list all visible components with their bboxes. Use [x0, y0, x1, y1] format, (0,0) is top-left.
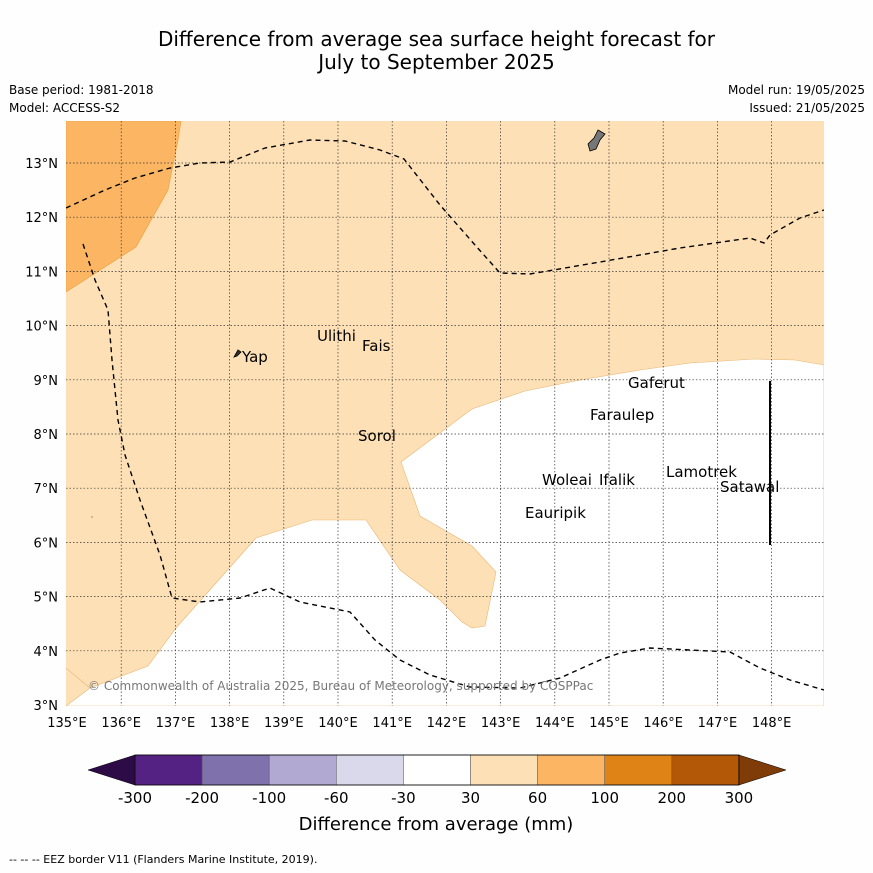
place-yap: Yap	[241, 348, 268, 366]
colorbar-segment	[671, 754, 740, 786]
colorbar-segment	[134, 754, 203, 786]
anomaly-region-neutral	[66, 358, 824, 706]
title-line-1: Difference from average sea surface heig…	[157, 27, 716, 51]
colorbar-segment	[604, 754, 673, 786]
eez-border-yap	[82, 243, 824, 691]
colorbar-tick-label: -60	[324, 789, 349, 807]
place-faraulep: Faraulep	[590, 406, 654, 424]
place-gaferut: Gaferut	[628, 374, 685, 392]
lat-tick-label: 7°N	[34, 482, 59, 497]
lon-tick-label: 135°E	[47, 716, 87, 731]
lat-tick-label: 13°N	[25, 157, 58, 172]
meta-right: Model run: 19/05/2025 Issued: 21/05/2025	[728, 81, 865, 117]
latitude-axis: 3°N 4°N 5°N 6°N 7°N 8°N 9°N 10°N 11°N 12°N 13°N	[25, 157, 58, 714]
colorbar-tick-label: -100	[252, 789, 286, 807]
place-ifalik: Ifalik	[599, 471, 635, 489]
eez-border-west	[66, 139, 824, 275]
colorbar-segment	[470, 754, 538, 786]
colorbar-tick-label: 200	[657, 789, 686, 807]
colorbar-tick-label: 30	[461, 789, 480, 807]
islet-dot-icon	[91, 516, 93, 518]
title-line-2: July to September 2025	[318, 50, 555, 74]
colorbar-segment	[403, 754, 471, 786]
lon-tick-label: 147°E	[698, 716, 738, 731]
colorbar-segment	[336, 754, 404, 786]
lat-tick-label: 10°N	[25, 320, 58, 335]
lat-tick-label: 12°N	[25, 211, 58, 226]
colorbar-tick-label: 300	[725, 789, 754, 807]
lon-tick-label: 142°E	[427, 716, 467, 731]
map-area: Yap Ulithi Fais Sorol Gaferut Faraulep W…	[66, 121, 824, 706]
colorbar-title: Difference from average (mm)	[299, 814, 574, 835]
colorbar-tick-label: 100	[590, 789, 619, 807]
lon-tick-label: 137°E	[156, 716, 196, 731]
lat-tick-label: 9°N	[34, 374, 59, 389]
place-ulithi: Ulithi	[317, 327, 356, 345]
colorbar-segment	[201, 754, 270, 786]
gridlines	[66, 121, 824, 706]
lat-tick-label: 5°N	[34, 591, 59, 606]
yap-island-icon	[233, 349, 242, 358]
anomaly-region-60-100	[66, 121, 182, 293]
place-sorol: Sorol	[358, 427, 396, 445]
lon-tick-label: 144°E	[535, 716, 575, 731]
place-satawal: Satawal	[720, 478, 779, 496]
lon-tick-label: 140°E	[318, 716, 358, 731]
copyright-notice: © Commonwealth of Australia 2025, Bureau…	[88, 679, 593, 693]
chart-title: Difference from average sea surface heig…	[0, 28, 873, 74]
meta-left: Base period: 1981-2018 Model: ACCESS-S2	[9, 81, 154, 117]
base-period: Base period: 1981-2018	[9, 83, 154, 97]
place-woleai: Woleai	[542, 471, 592, 489]
lon-tick-label: 138°E	[210, 716, 250, 731]
lat-tick-label: 6°N	[34, 536, 59, 551]
lon-tick-label: 136°E	[101, 716, 141, 731]
colorbar-border	[134, 754, 740, 786]
model-run: Model run: 19/05/2025	[727, 83, 865, 97]
colorbar-tick-label: -300	[118, 789, 152, 807]
lon-tick-label: 148°E	[752, 716, 792, 731]
place-fais: Fais	[362, 337, 391, 355]
issued-date: Issued: 21/05/2025	[749, 101, 865, 115]
colorbar-tick-label: 60	[528, 789, 547, 807]
lon-tick-label: 141°E	[372, 716, 412, 731]
place-lamotrek: Lamotrek	[666, 463, 737, 481]
lat-tick-label: 4°N	[34, 645, 59, 660]
model-name: Model: ACCESS-S2	[9, 101, 121, 115]
colorbar-segment	[537, 754, 605, 786]
longitude-axis: 135°E 136°E 137°E 138°E 139°E 140°E 141°E 142°E…	[47, 716, 791, 731]
colorbar-min-arrow	[87, 754, 136, 786]
colorbar-max-arrow	[738, 754, 787, 786]
lat-tick-label: 3°N	[34, 699, 59, 714]
lon-tick-label: 143°E	[481, 716, 521, 731]
lon-tick-label: 145°E	[589, 716, 629, 731]
lon-tick-label: 146°E	[643, 716, 683, 731]
colorbar-segment	[268, 754, 337, 786]
place-eauripik: Eauripik	[525, 504, 586, 522]
lat-tick-label: 11°N	[25, 265, 58, 280]
colorbar: -300 -200 -100 -60 -30 30 60 100 200 300	[87, 754, 787, 807]
colorbar-tick-label: -30	[391, 789, 416, 807]
guam-island-icon	[587, 129, 606, 152]
lon-tick-label: 139°E	[264, 716, 304, 731]
lat-tick-label: 8°N	[34, 428, 59, 443]
colorbar-tick-label: -200	[185, 789, 219, 807]
footer-note: -- -- -- EEZ border V11 (Flanders Marine…	[9, 853, 318, 866]
